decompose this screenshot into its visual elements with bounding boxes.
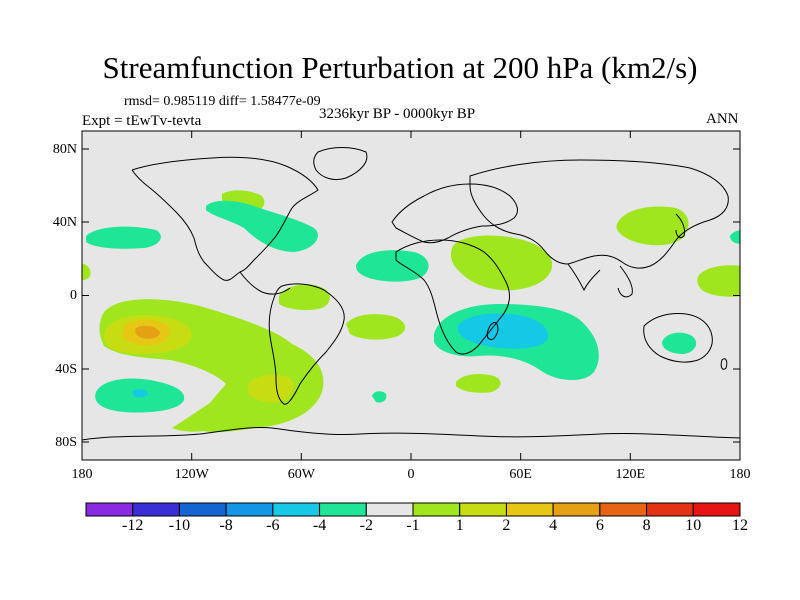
contour-pos68-south-pacific xyxy=(135,325,160,339)
coast-antarctica xyxy=(82,426,740,441)
coast-japan xyxy=(675,213,685,239)
contour-pos-south-atlantic xyxy=(346,314,406,340)
colorbar xyxy=(85,502,741,517)
colorbar-label: 12 xyxy=(732,517,748,534)
coast-new-zealand xyxy=(720,358,728,370)
contour-pos-date-line xyxy=(82,264,91,280)
contour-neg24-indian-ocean xyxy=(458,313,549,349)
contour-pos-se-pacific xyxy=(172,384,241,432)
season-label: ANN xyxy=(706,111,739,127)
positive-anomaly-contours-peak xyxy=(135,325,160,339)
contour-neg-north-pacific xyxy=(86,226,161,249)
coast-southeast-asia xyxy=(617,265,633,298)
colorbar-swatch xyxy=(319,502,367,517)
coast-north-america xyxy=(131,156,319,281)
contour-pos-africa xyxy=(450,235,553,291)
colorbar-swatch xyxy=(225,502,274,517)
lon-label-60w: 60W xyxy=(287,467,315,482)
colorbar-swatch xyxy=(646,502,694,517)
colorbar-swatch xyxy=(132,502,180,517)
contour-neg-north-america xyxy=(206,200,318,252)
map-background xyxy=(82,131,740,460)
colorbar-swatch xyxy=(412,502,461,517)
coast-australia xyxy=(643,313,713,363)
colorbar-swatch xyxy=(272,502,321,517)
period-label: 3236kyr BP - 0000kyr BP xyxy=(319,106,476,122)
lon-label-120e: 120E xyxy=(615,467,646,482)
negative-anomaly-contours-strong xyxy=(132,313,549,398)
chart-title: Streamfunction Perturbation at 200 hPa (… xyxy=(102,50,698,85)
colorbar-swatch xyxy=(505,502,554,517)
lat-label-80s: 80S xyxy=(55,435,77,450)
stats-text: rmsd= 0.985119 diff= 1.58477e-09 xyxy=(124,94,321,109)
lon-label-180e: 180 xyxy=(729,467,751,482)
coast-south-america xyxy=(268,283,345,405)
colorbar-label: -10 xyxy=(168,517,191,534)
lon-label-120w: 120W xyxy=(174,467,209,482)
contour-neg-australia xyxy=(662,332,697,354)
colorbar-label: 10 xyxy=(685,517,702,534)
lat-label-40n: 40N xyxy=(52,215,77,230)
contour-neg-atlantic xyxy=(356,250,429,282)
lon-label-60e: 60E xyxy=(509,467,532,482)
lat-label-80n: 80N xyxy=(52,142,77,157)
colorbar-swatch xyxy=(85,502,134,517)
colorbar-swatch xyxy=(552,502,601,517)
coast-india xyxy=(567,263,601,292)
colorbar-label: -2 xyxy=(359,517,373,534)
experiment-label: Expt = tEwTv-tevta xyxy=(82,113,202,129)
axis-ticks xyxy=(82,131,740,460)
map-area xyxy=(82,131,740,460)
contour-neg-date-line-east xyxy=(730,230,740,244)
colorbar-label: -12 xyxy=(122,517,144,534)
colorbar-label: -1 xyxy=(406,517,420,534)
contour-pos-japan xyxy=(616,206,689,246)
colorbar-label: -8 xyxy=(219,517,233,534)
colorbar-swatch xyxy=(459,502,507,517)
lon-label-0: 0 xyxy=(407,467,415,482)
colorbar-swatch xyxy=(365,502,414,517)
coast-madagascar xyxy=(486,322,499,341)
lat-label-0: 0 xyxy=(70,288,77,303)
contour-pos-west-pacific xyxy=(697,265,740,297)
colorbar-label: -4 xyxy=(312,517,327,534)
contour-neg-south-atlantic xyxy=(372,391,387,403)
contour-pos-indian-south xyxy=(456,374,501,393)
lon-label-180w: 180 xyxy=(71,467,93,482)
colorbar-swatch xyxy=(178,502,227,517)
colorbar-swatch xyxy=(599,502,648,517)
coast-central-america xyxy=(239,271,291,295)
lat-label-40s: 40S xyxy=(55,362,77,377)
colorbar-label: 6 xyxy=(595,517,604,534)
colorbar-label: 2 xyxy=(502,517,511,534)
contour-neg24-south-pacific-west xyxy=(132,389,148,398)
colorbar-label: -6 xyxy=(266,517,280,534)
colorbar-label: 1 xyxy=(455,517,464,534)
coast-africa xyxy=(395,239,510,355)
contour-pos-tropical-atlantic xyxy=(279,284,330,311)
coast-asia xyxy=(469,159,729,269)
coast-europe xyxy=(391,183,518,244)
colorbar-label: 8 xyxy=(642,517,651,534)
colorbar-label: 4 xyxy=(549,517,558,534)
coast-greenland xyxy=(313,147,368,181)
contour-pos24-south-america xyxy=(248,374,294,403)
coastlines xyxy=(82,147,740,441)
colorbar-swatch xyxy=(692,502,741,517)
